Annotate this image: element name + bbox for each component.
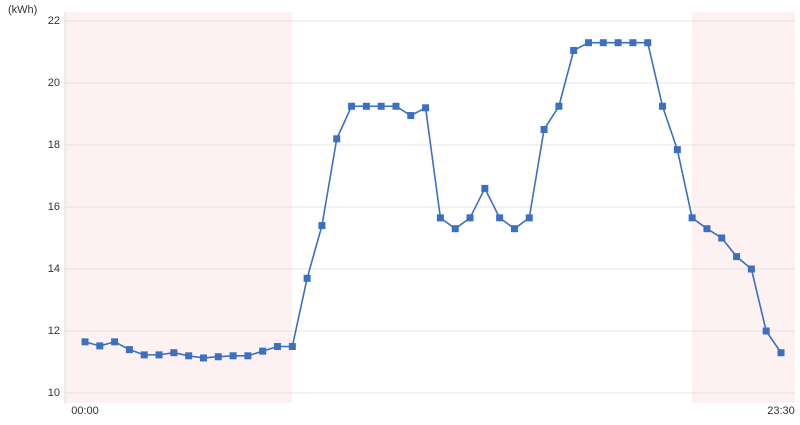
point-marker	[451, 225, 459, 233]
point-marker	[777, 349, 785, 357]
point-marker	[703, 225, 711, 233]
x-tick-label: 00:00	[71, 405, 99, 417]
point-marker	[496, 214, 504, 222]
point-marker	[185, 352, 193, 360]
point-marker	[540, 126, 548, 133]
point-marker	[510, 225, 518, 233]
point-marker	[733, 253, 741, 261]
point-marker	[570, 46, 578, 54]
point-marker	[555, 102, 563, 110]
point-marker	[747, 265, 755, 273]
y-tick-label: 14	[48, 263, 60, 275]
point-marker	[170, 349, 178, 357]
y-tick-label: 16	[48, 201, 60, 213]
point-marker	[214, 353, 222, 361]
point-marker	[673, 146, 681, 154]
point-marker	[125, 346, 133, 354]
y-tick-label: 10	[48, 387, 60, 399]
point-marker	[199, 354, 207, 362]
point-marker	[303, 274, 311, 282]
point-marker	[259, 347, 267, 355]
point-marker	[333, 135, 341, 143]
y-tick-label: 12	[48, 325, 60, 337]
point-marker	[599, 39, 607, 47]
point-marker	[718, 234, 726, 242]
point-marker	[377, 102, 385, 110]
point-marker	[614, 39, 622, 47]
point-marker	[584, 39, 592, 47]
point-marker	[288, 343, 296, 350]
point-marker	[155, 351, 163, 359]
point-marker	[659, 102, 667, 110]
point-marker	[111, 338, 119, 346]
point-marker	[318, 222, 326, 230]
y-tick-label: 22	[48, 15, 60, 27]
point-marker	[348, 102, 356, 110]
point-marker	[140, 351, 148, 359]
point-marker	[629, 39, 637, 47]
point-marker	[688, 214, 696, 222]
point-marker	[96, 342, 104, 350]
point-marker	[274, 343, 282, 350]
point-marker	[81, 338, 89, 346]
y-tick-label: 20	[48, 77, 60, 89]
point-marker	[644, 39, 652, 47]
point-marker	[762, 327, 770, 335]
x-tick-label: 23:30	[767, 405, 795, 417]
y-axis-label: (kWh)	[8, 4, 37, 16]
point-marker	[422, 104, 430, 112]
point-marker	[244, 352, 252, 360]
point-marker	[407, 112, 415, 120]
point-marker	[525, 214, 533, 222]
point-marker	[466, 214, 474, 222]
y-tick-label: 18	[48, 139, 60, 151]
point-marker	[362, 102, 370, 110]
point-marker	[481, 184, 489, 192]
point-marker	[229, 352, 237, 360]
point-marker	[436, 214, 444, 222]
point-marker	[392, 102, 400, 110]
